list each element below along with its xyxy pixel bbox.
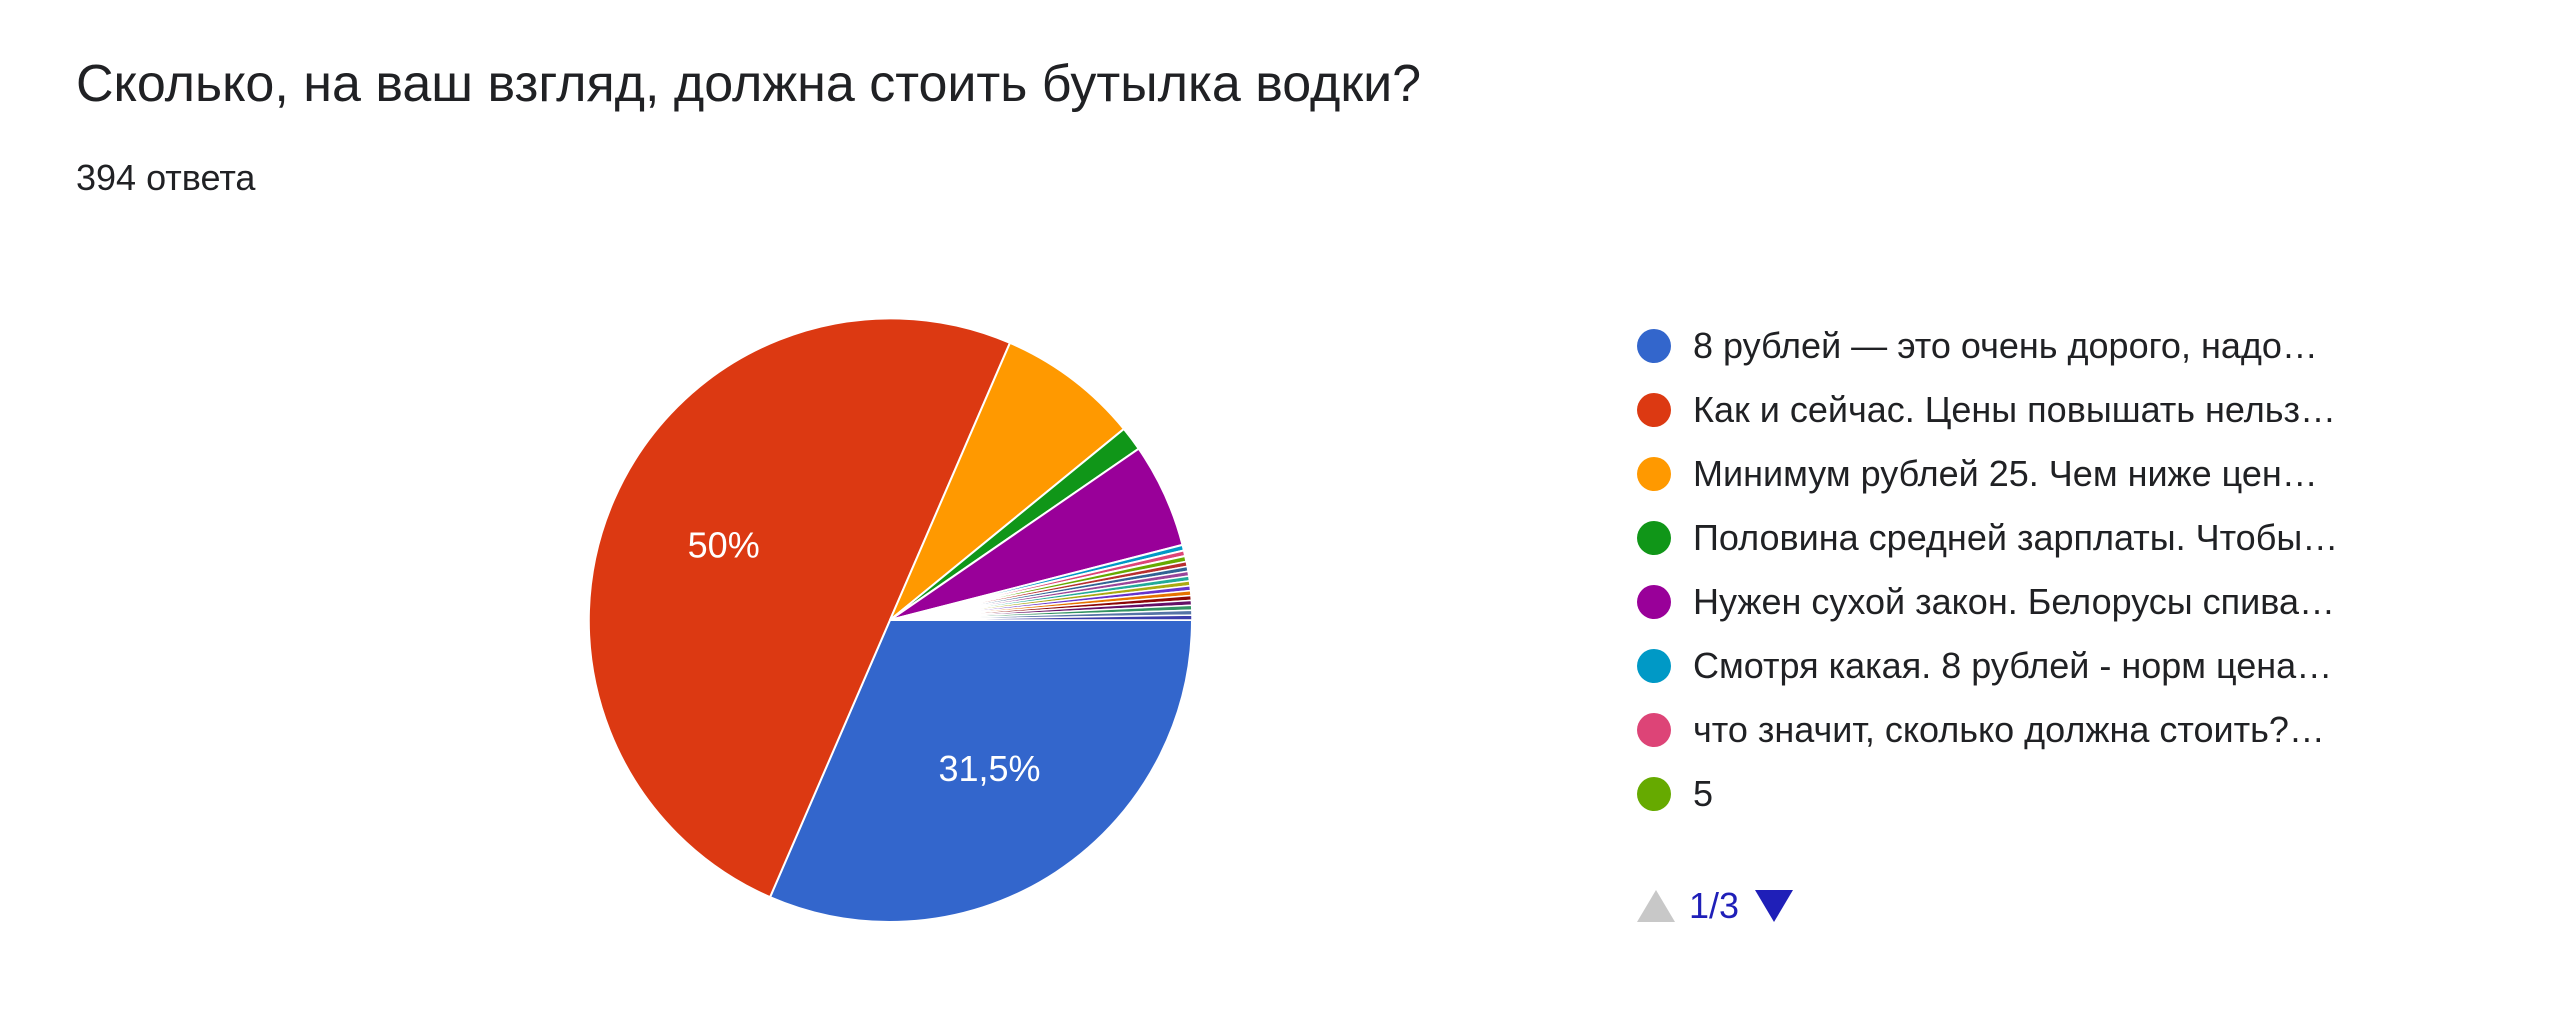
legend-color-dot — [1637, 521, 1671, 555]
response-count: 394 ответа — [76, 157, 256, 198]
legend-label: 8 рублей — это очень дорого, надо… — [1693, 325, 2318, 366]
legend-item[interactable]: 5 — [1637, 762, 2437, 826]
pie-slice[interactable] — [587, 317, 1012, 899]
legend-color-dot — [1637, 457, 1671, 491]
chart-legend: 8 рублей — это очень дорого, надо… Как и… — [1637, 314, 2437, 826]
triangle-up-icon[interactable] — [1637, 890, 1675, 922]
legend-color-dot — [1637, 329, 1671, 363]
legend-item[interactable]: 8 рублей — это очень дорого, надо… — [1637, 314, 2437, 378]
legend-color-dot — [1637, 585, 1671, 619]
legend-label: Как и сейчас. Цены повышать нельз… — [1693, 389, 2337, 430]
legend-item[interactable]: что значит, сколько должна стоить?… — [1637, 698, 2437, 762]
legend-color-dot — [1637, 649, 1671, 683]
pie-slice[interactable] — [768, 619, 1194, 923]
legend-item[interactable]: Нужен сухой закон. Белорусы спива… — [1637, 570, 2437, 634]
legend-label: Нужен сухой закон. Белорусы спива… — [1693, 581, 2336, 622]
legend-item[interactable]: Смотря какая. 8 рублей - норм цена… — [1637, 634, 2437, 698]
pie-slice[interactable] — [889, 341, 1126, 621]
legend-color-dot — [1637, 777, 1671, 811]
legend-label: что значит, сколько должна стоить?… — [1693, 709, 2325, 750]
legend-label: 5 — [1693, 773, 1714, 814]
pie-slice-minor[interactable] — [889, 614, 1193, 621]
legend-item[interactable]: Половина средней зарплаты. Чтобы… — [1637, 506, 2437, 570]
legend-pager: 1/3 — [1637, 884, 1794, 928]
legend-label: Минимум рублей 25. Чем ниже цен… — [1693, 453, 2318, 494]
legend-color-dot — [1637, 713, 1671, 747]
legend-label: Смотря какая. 8 рублей - норм цена… — [1693, 645, 2333, 686]
slice-data-label: 31,5% — [938, 748, 1040, 789]
question-title: Сколько, на ваш взгляд, должна стоить бу… — [76, 55, 1422, 113]
slice-data-label: 50% — [688, 525, 760, 566]
legend-item[interactable]: Минимум рублей 25. Чем ниже цен… — [1637, 442, 2437, 506]
legend-label: Половина средней зарплаты. Чтобы… — [1693, 517, 2339, 558]
page-indicator: 1/3 — [1689, 885, 1740, 926]
legend-color-dot — [1637, 393, 1671, 427]
legend-item[interactable]: Как и сейчас. Цены повышать нельз… — [1637, 378, 2437, 442]
triangle-down-icon[interactable] — [1755, 890, 1794, 922]
